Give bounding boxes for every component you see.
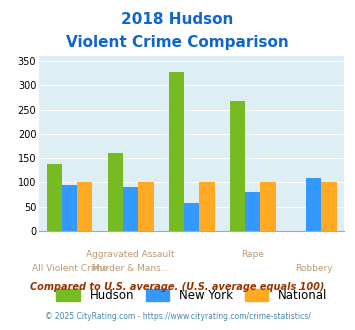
Bar xyxy=(108,153,123,231)
Text: © 2025 CityRating.com - https://www.cityrating.com/crime-statistics/: © 2025 CityRating.com - https://www.city… xyxy=(45,312,310,321)
Bar xyxy=(245,192,261,231)
Legend: Hudson, New York, National: Hudson, New York, National xyxy=(56,289,327,302)
Text: Aggravated Assault: Aggravated Assault xyxy=(86,250,175,259)
Bar xyxy=(62,185,77,231)
Bar xyxy=(138,182,153,231)
Bar xyxy=(77,182,92,231)
Text: Robbery: Robbery xyxy=(295,264,333,273)
Bar xyxy=(322,182,337,231)
Bar xyxy=(200,182,214,231)
Text: All Violent Crime: All Violent Crime xyxy=(32,264,108,273)
Text: Compared to U.S. average. (U.S. average equals 100): Compared to U.S. average. (U.S. average … xyxy=(30,282,325,292)
Text: 2018 Hudson: 2018 Hudson xyxy=(121,12,234,26)
Bar xyxy=(47,164,62,231)
Bar xyxy=(261,182,275,231)
Bar xyxy=(169,72,184,231)
Text: Rape: Rape xyxy=(241,250,264,259)
Text: Murder & Mans...: Murder & Mans... xyxy=(92,264,169,273)
Text: Violent Crime Comparison: Violent Crime Comparison xyxy=(66,35,289,50)
Bar xyxy=(306,178,322,231)
Bar xyxy=(123,187,138,231)
Bar xyxy=(230,101,245,231)
Bar xyxy=(184,203,200,231)
